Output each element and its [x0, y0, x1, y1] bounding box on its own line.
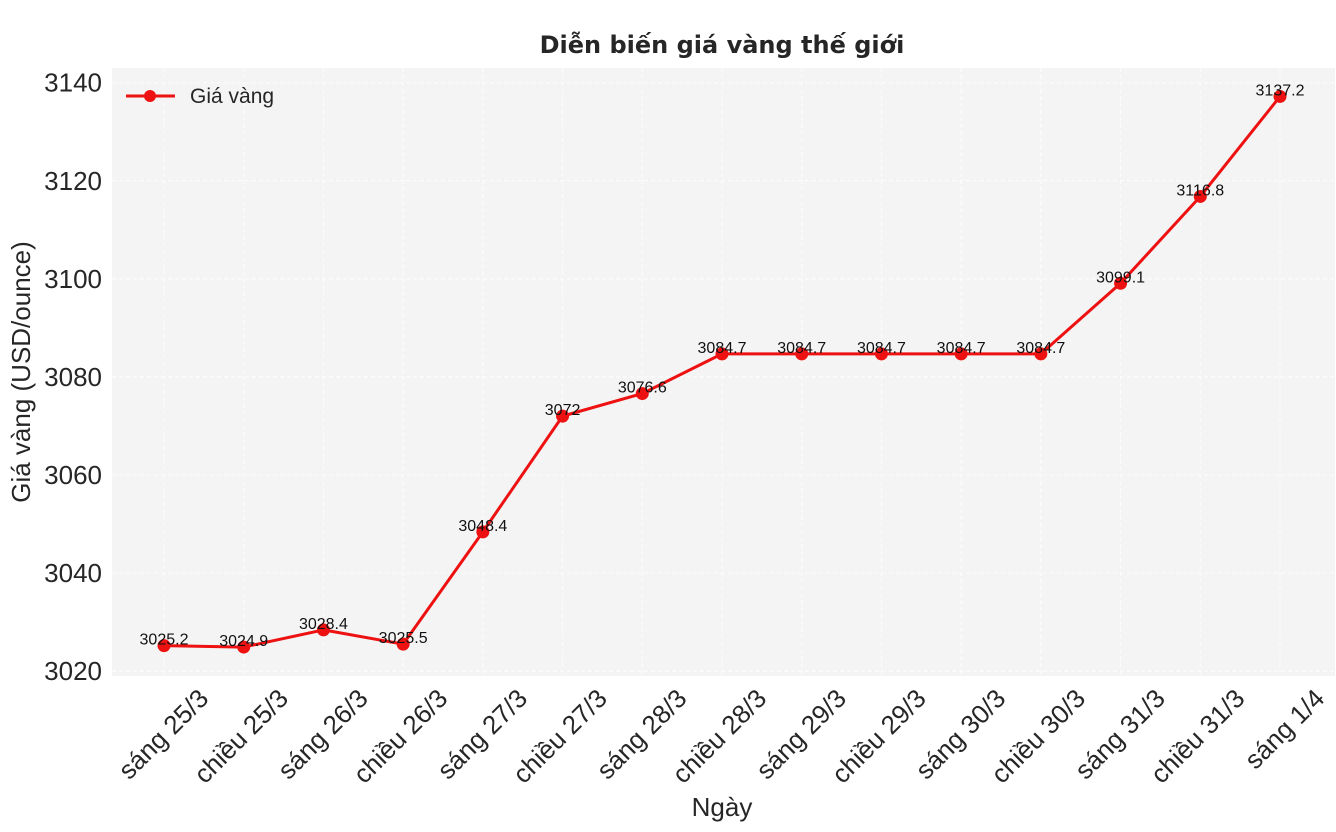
x-gridlines	[163, 68, 1281, 676]
plot-background	[112, 68, 1335, 676]
data-point	[237, 640, 251, 654]
data-label: 3084.7	[937, 340, 986, 357]
y-tick-label: 3020	[44, 656, 102, 686]
data-point	[157, 639, 171, 653]
data-point	[954, 347, 968, 361]
y-tick-label: 3120	[44, 166, 102, 196]
y-tick-labels: 3020 3040 3060 3080 3100 3120 3140	[44, 68, 102, 686]
y-tick-label: 3140	[44, 68, 102, 98]
data-label: 3048.4	[458, 518, 507, 535]
x-axis-label: Ngày	[692, 792, 753, 822]
data-label: 3076.6	[618, 380, 667, 397]
data-points	[157, 89, 1287, 654]
data-label: 3025.5	[379, 630, 428, 647]
data-point	[1114, 276, 1128, 290]
x-tick-label: sáng 1/4	[1238, 683, 1330, 775]
data-label: 3084.7	[777, 340, 826, 357]
data-point	[874, 347, 888, 361]
legend-label: Giá vàng	[190, 85, 274, 108]
data-labels: 3025.2 3024.9 3028.4 3025.5 3048.4 3072 3076.6…	[140, 82, 1305, 650]
data-label: 3028.4	[299, 616, 348, 633]
data-label: 3084.7	[857, 340, 906, 357]
data-point	[715, 347, 729, 361]
legend-point-marker	[144, 90, 156, 102]
data-point	[396, 637, 410, 651]
data-point	[1034, 347, 1048, 361]
data-label: 3084.7	[698, 340, 747, 357]
y-tick-label: 3100	[44, 264, 102, 294]
data-label: 3025.2	[140, 632, 189, 649]
data-point	[635, 387, 649, 401]
chart-title: Diễn biến giá vàng thế giới	[540, 30, 905, 59]
data-point	[1273, 89, 1287, 103]
y-tick-label: 3080	[44, 362, 102, 392]
y-axis-label: Giá vàng (USD/ounce)	[6, 241, 36, 503]
data-point	[795, 347, 809, 361]
data-label: 3099.1	[1096, 269, 1145, 286]
data-label: 3072	[545, 402, 581, 419]
data-point	[1193, 189, 1207, 203]
data-label: 3024.9	[219, 633, 268, 650]
y-gridlines	[112, 82, 1335, 672]
y-tick-label: 3060	[44, 460, 102, 490]
data-label: 3084.7	[1016, 340, 1065, 357]
y-tick-label: 3040	[44, 558, 102, 588]
data-point	[476, 525, 490, 539]
data-point	[556, 409, 570, 423]
data-label: 3137.2	[1256, 82, 1305, 99]
data-point	[316, 623, 330, 637]
data-label: 3116.8	[1176, 182, 1224, 199]
legend: Giá vàng	[126, 85, 274, 108]
